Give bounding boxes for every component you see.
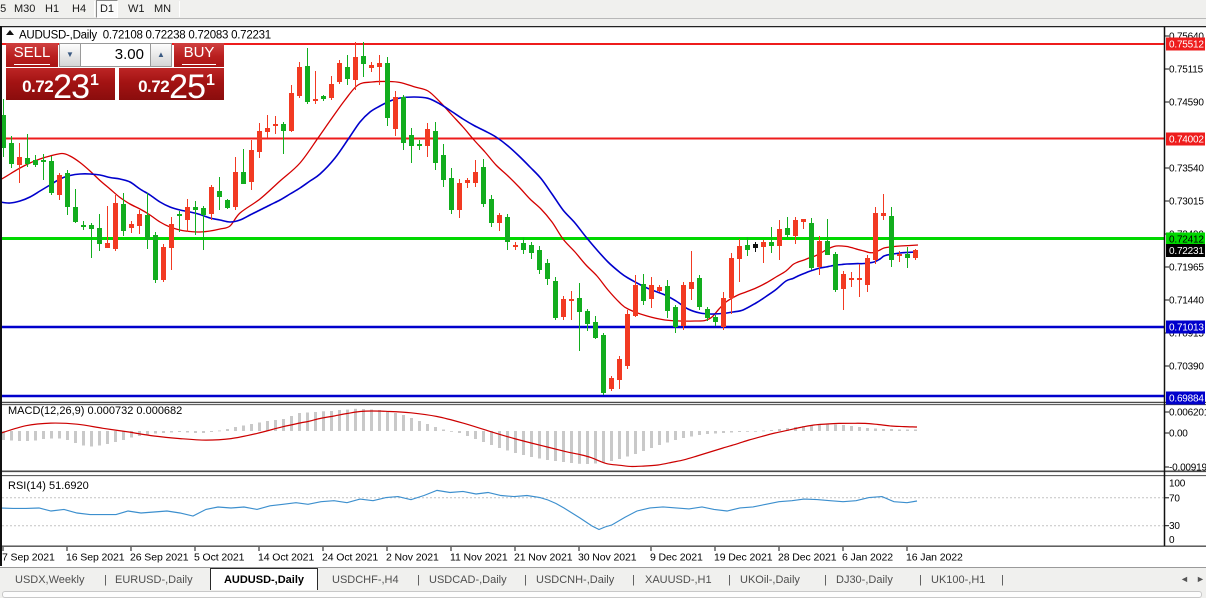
- svg-text:0.69884: 0.69884: [1169, 394, 1204, 405]
- svg-text:0.75512: 0.75512: [1169, 40, 1204, 51]
- svg-text:30: 30: [1169, 521, 1180, 532]
- svg-text:MACD(12,26,9) 0.000732 0.00068: MACD(12,26,9) 0.000732 0.000682: [8, 405, 182, 417]
- svg-text:0.70390: 0.70390: [1169, 362, 1204, 373]
- svg-text:0.73015: 0.73015: [1169, 197, 1204, 208]
- svg-text:24 Oct 2021: 24 Oct 2021: [322, 552, 378, 564]
- svg-text:-0.00919: -0.00919: [1169, 463, 1206, 474]
- svg-text:0.75640: 0.75640: [1169, 32, 1204, 43]
- svg-text:14 Oct 2021: 14 Oct 2021: [258, 552, 314, 564]
- svg-text:0.75115: 0.75115: [1169, 65, 1204, 76]
- svg-text:0.71440: 0.71440: [1169, 296, 1204, 307]
- svg-text:30 Nov 2021: 30 Nov 2021: [578, 552, 637, 564]
- svg-text:0.74590: 0.74590: [1169, 98, 1204, 109]
- svg-text:0.006201: 0.006201: [1169, 408, 1206, 419]
- svg-text:26 Sep 2021: 26 Sep 2021: [130, 552, 189, 564]
- svg-text:RSI(14) 51.6920: RSI(14) 51.6920: [8, 480, 89, 492]
- svg-text:0.70915: 0.70915: [1169, 329, 1204, 340]
- svg-text:28 Dec 2021: 28 Dec 2021: [778, 552, 837, 564]
- svg-text:0.73540: 0.73540: [1169, 164, 1204, 175]
- svg-text:11 Nov 2021: 11 Nov 2021: [450, 552, 508, 564]
- svg-text:0.71965: 0.71965: [1169, 263, 1204, 274]
- svg-text:0.72231: 0.72231: [1169, 246, 1204, 257]
- svg-text:0: 0: [1169, 535, 1175, 546]
- svg-text:0.74002: 0.74002: [1169, 135, 1204, 146]
- svg-text:21 Nov 2021: 21 Nov 2021: [514, 552, 573, 564]
- svg-text:9 Dec 2021: 9 Dec 2021: [650, 552, 703, 564]
- svg-text:2 Nov 2021: 2 Nov 2021: [386, 552, 439, 564]
- svg-text:0.00: 0.00: [1169, 429, 1188, 440]
- svg-text:0.71013: 0.71013: [1169, 323, 1204, 334]
- svg-text:7 Sep 2021: 7 Sep 2021: [2, 552, 55, 564]
- svg-text:5 Oct 2021: 5 Oct 2021: [194, 552, 245, 564]
- svg-text:19 Dec 2021: 19 Dec 2021: [714, 552, 773, 564]
- svg-text:6 Jan 2022: 6 Jan 2022: [842, 552, 893, 564]
- svg-text:AUDUSD-,Daily 0.72108 0.72238: AUDUSD-,Daily 0.72108 0.72238 0.72083 0.…: [19, 30, 271, 42]
- svg-text:100: 100: [1169, 479, 1186, 490]
- svg-text:0.72412: 0.72412: [1169, 235, 1204, 246]
- svg-text:16 Sep 2021: 16 Sep 2021: [66, 552, 125, 564]
- svg-text:16 Jan 2022: 16 Jan 2022: [906, 552, 963, 564]
- svg-text:70: 70: [1169, 493, 1180, 504]
